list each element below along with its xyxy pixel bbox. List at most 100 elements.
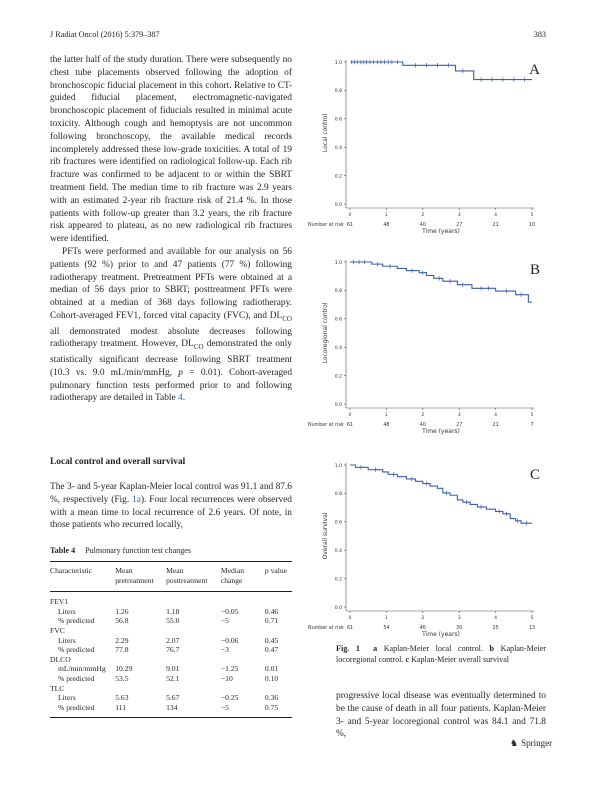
table-cell-empty <box>221 626 265 636</box>
table-row: % predicted 53.5 52.1 −10 0.10 <box>50 674 292 684</box>
at-risk-count: 48 <box>383 422 389 428</box>
at-risk-count: 10 <box>529 222 535 228</box>
y-tick-label: 0.2 <box>335 373 342 379</box>
table-cell-empty <box>166 626 221 636</box>
col-header: Median change <box>220 566 245 585</box>
table-cell: 0.46 <box>264 606 279 616</box>
x-tick-label: 5 <box>531 412 534 418</box>
x-tick-label: 2 <box>421 412 424 418</box>
table-ref-link[interactable]: 4 <box>178 393 183 404</box>
table-cell-empty <box>221 592 265 607</box>
y-tick-label: 0.0 <box>335 605 342 611</box>
table-row: Liters 5.63 5.67 −0.25 0.36 <box>50 693 292 703</box>
x-tick-label: 3 <box>458 412 461 418</box>
y-tick-label: 0.4 <box>335 345 342 351</box>
at-risk-label: Number at risk <box>308 625 344 631</box>
x-tick-label: 1 <box>385 615 388 621</box>
table-cell: 2.07 <box>166 635 180 645</box>
survival-curve <box>350 261 532 303</box>
x-tick-label: 3 <box>458 615 461 621</box>
x-tick-label: 1 <box>385 212 388 218</box>
table-cell: Liters <box>58 635 76 645</box>
table-cell-empty <box>221 684 265 694</box>
table-cell-empty <box>166 592 221 607</box>
y-tick-label: 0.6 <box>335 317 342 323</box>
table-cell: 5.63 <box>115 693 129 703</box>
table-cell: 0.47 <box>264 645 279 655</box>
x-tick-label: 0 <box>349 212 352 218</box>
y-tick-label: 0.4 <box>335 145 342 151</box>
y-tick-label: 1.0 <box>335 60 342 66</box>
y-axis-label: Locoregional control <box>322 302 329 363</box>
table-cell: −0.25 <box>220 693 239 703</box>
table-cell: % predicted <box>58 702 95 712</box>
table-cell: 5.67 <box>166 693 180 703</box>
table-row: Liters 2.29 2.07 −0.06 0.45 <box>50 636 292 646</box>
at-risk-count: 61 <box>347 625 353 631</box>
table-row: % predicted 56.8 55.0 −5 0.71 <box>50 616 292 626</box>
table-cell: % predicted <box>58 645 95 655</box>
table-cell: Liters <box>58 606 76 616</box>
x-axis-label: Time (years) <box>421 228 460 235</box>
at-risk-count: 54 <box>383 625 389 631</box>
table-cell: 10.29 <box>115 664 133 674</box>
y-axis-label: Local control <box>322 114 329 153</box>
table-row: TLC <box>50 684 292 694</box>
y-tick-label: 0.6 <box>335 520 342 526</box>
at-risk-count: 7 <box>530 422 533 428</box>
x-tick-label: 4 <box>494 412 497 418</box>
figure-panel-b: 0.0 0.2 0.4 0.6 0.8 1.0 0 1 2 3 4 5 Number at risk 61… <box>300 252 550 442</box>
table-cell: mL/min/mmHg <box>58 664 106 674</box>
table-cell: 1.18 <box>166 606 180 616</box>
at-risk-count: 27 <box>456 222 462 228</box>
table-cell: −10 <box>220 673 233 683</box>
table-cell: −0.06 <box>220 635 239 645</box>
at-risk-count: 13 <box>529 625 535 631</box>
table-header-row: Characteristic Mean pretreatment Mean po… <box>50 561 292 592</box>
at-risk-count: 21 <box>493 422 499 428</box>
x-tick-label: 4 <box>494 615 497 621</box>
table-caption: Table 4 Pulmonary function test changes <box>50 546 191 555</box>
body-text-left: the latter half of the study duration. T… <box>50 54 292 405</box>
table-cell: 77.8 <box>115 645 129 655</box>
table-cell: 0.10 <box>264 673 279 683</box>
table-cell-empty <box>115 684 166 694</box>
table-cell: −0.05 <box>220 606 239 616</box>
table-cell-empty <box>115 626 166 636</box>
table-cell: FVC <box>50 625 65 635</box>
x-tick-label: 5 <box>531 212 534 218</box>
figure-ref-link[interactable]: 1a <box>132 494 141 505</box>
col-header: Mean pretreatment <box>115 566 154 585</box>
at-risk-count: 27 <box>456 422 462 428</box>
table-cell: 0.36 <box>264 693 279 703</box>
table-cell-empty <box>221 655 265 665</box>
table-cell: 53.5 <box>115 673 129 683</box>
x-tick-label: 3 <box>458 212 461 218</box>
x-tick-label: 0 <box>349 615 352 621</box>
y-tick-label: 0.8 <box>335 288 342 294</box>
table-cell: 111 <box>115 702 127 712</box>
table-cell: 0.45 <box>264 635 279 645</box>
table-row: FVC <box>50 626 292 636</box>
page-number: 383 <box>533 30 546 39</box>
survival-curve <box>350 61 532 81</box>
y-tick-label: 0.0 <box>335 202 342 208</box>
running-header: J Radiat Oncol (2016) 5:379–387 <box>50 30 160 39</box>
table-cell: 55.0 <box>166 616 180 626</box>
figure-panel-c: 0.0 0.2 0.4 0.6 0.8 1.0 0 1 2 3 4 5 Number at risk 61… <box>300 455 550 643</box>
table-cell-empty <box>265 655 292 665</box>
y-tick-label: 0.8 <box>335 491 342 497</box>
panel-letter: C <box>530 467 540 483</box>
y-tick-label: 0.2 <box>335 576 342 582</box>
at-risk-count: 48 <box>383 222 389 228</box>
body-text-right: progressive local disease was eventually… <box>336 691 546 740</box>
table-cell-empty <box>265 684 292 694</box>
panel-letter: A <box>529 62 540 78</box>
section-title: Local control and overall survival <box>50 457 186 467</box>
at-risk-count: 30 <box>456 625 462 631</box>
table-row: Liters 1.26 1.18 −0.05 0.46 <box>50 607 292 617</box>
springer-horse-icon: ♞ <box>510 739 519 749</box>
table-cell: 9.01 <box>166 664 180 674</box>
table-cell: 2.29 <box>115 635 129 645</box>
paragraph-rib-fracture: the latter half of the study duration. T… <box>50 55 292 245</box>
